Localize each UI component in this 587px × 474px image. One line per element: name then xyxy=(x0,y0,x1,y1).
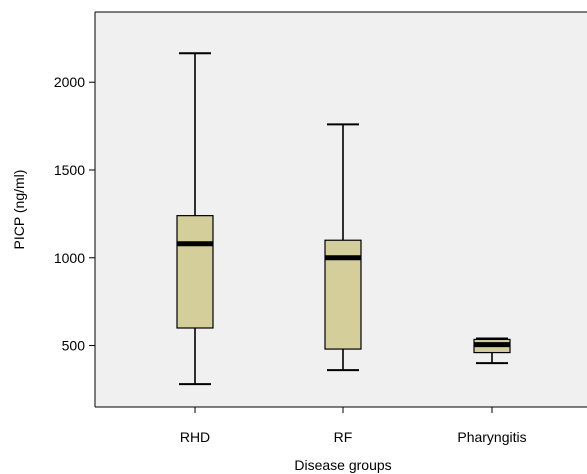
box-rhd xyxy=(176,52,214,386)
y-tick-label: 1500 xyxy=(54,162,85,178)
y-tick-label: 2000 xyxy=(54,74,85,90)
x-tick-label: RF xyxy=(334,429,353,445)
x-axis-title: Disease groups xyxy=(294,457,391,473)
x-tick-label: RHD xyxy=(180,429,210,445)
y-tick-label: 1000 xyxy=(54,250,85,266)
y-tick-label: 500 xyxy=(62,338,86,354)
boxes-layer xyxy=(176,52,511,386)
x-tick-label: Pharyngitis xyxy=(457,429,526,445)
iqr-box xyxy=(176,215,214,329)
axes-layer: 500 1000 1500 2000 RHD RF Pharyngitis xyxy=(54,11,587,445)
box-pharyngitis xyxy=(473,337,511,365)
y-axis-title: PICP (ng/ml) xyxy=(11,170,27,250)
box-rf xyxy=(324,123,362,372)
